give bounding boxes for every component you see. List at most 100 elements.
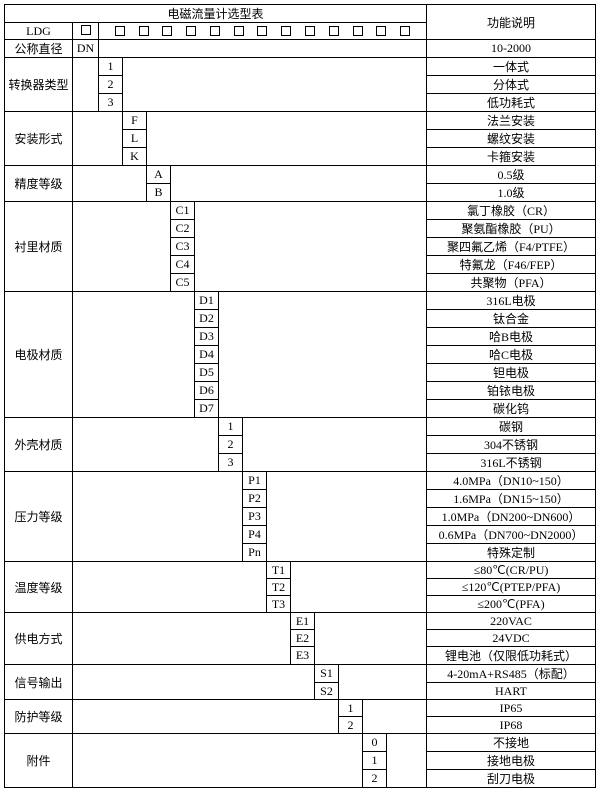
spacer: [123, 58, 427, 112]
code-cell: P3: [243, 508, 267, 526]
code-cell: A: [147, 166, 171, 184]
spacer: [243, 418, 427, 472]
code-cell: C4: [171, 256, 195, 274]
row-label: 公称直径: [5, 40, 73, 58]
desc-cell: 聚四氟乙烯（F4/PTFE）: [427, 238, 596, 256]
code-cell: E1: [291, 613, 315, 630]
desc-cell: 1.6MPa（DN15~150）: [427, 490, 596, 508]
desc-cell: 卡箍安装: [427, 148, 596, 166]
desc-cell: 刮刀电极: [427, 770, 596, 788]
spacer: [219, 292, 427, 418]
desc-cell: 316L电极: [427, 292, 596, 310]
spacer: [387, 734, 427, 788]
model-code: LDG: [5, 23, 73, 40]
code-cell: S1: [315, 665, 339, 683]
desc-cell: IP65: [427, 700, 596, 717]
code-cell: T2: [267, 579, 291, 596]
desc-cell: 锂电池（仅限低功耗式）: [427, 647, 596, 665]
code-cell: E2: [291, 630, 315, 647]
code-cell: 2: [363, 770, 387, 788]
row-label: 安装形式: [5, 112, 73, 166]
code-cell: D7: [195, 400, 219, 418]
code-cell: 1: [99, 58, 123, 76]
code-cell: F: [123, 112, 147, 130]
code-cell: B: [147, 184, 171, 202]
code-cell: 3: [99, 94, 123, 112]
row-label: 信号输出: [5, 665, 73, 700]
desc-cell: 304不锈钢: [427, 436, 596, 454]
spacer: [195, 202, 427, 292]
code-cell: P1: [243, 472, 267, 490]
code-cell: E3: [291, 647, 315, 665]
code-cell: DN: [73, 40, 99, 58]
spacer: [267, 472, 427, 562]
desc-cell: 10-2000: [427, 40, 596, 58]
func-header: 功能说明: [427, 5, 596, 40]
desc-cell: 低功耗式: [427, 94, 596, 112]
desc-cell: 0.5级: [427, 166, 596, 184]
code-cell: D2: [195, 310, 219, 328]
code-cell: T3: [267, 596, 291, 613]
spacer: [147, 112, 427, 166]
header-boxes: [99, 23, 427, 40]
code-cell: D1: [195, 292, 219, 310]
row-label: 防护等级: [5, 700, 73, 734]
desc-cell: 氯丁橡胶（CR）: [427, 202, 596, 220]
table-title: 电磁流量计选型表: [5, 5, 427, 23]
code-cell: L: [123, 130, 147, 148]
code-cell: 1: [339, 700, 363, 717]
desc-cell: 一体式: [427, 58, 596, 76]
row-label: 精度等级: [5, 166, 73, 202]
desc-cell: 聚氨酯橡胶（PU）: [427, 220, 596, 238]
code-cell: P2: [243, 490, 267, 508]
code-cell: Pn: [243, 544, 267, 562]
spacer: [73, 562, 267, 613]
desc-cell: 0.6MPa（DN700~DN2000）: [427, 526, 596, 544]
spacer: [73, 202, 171, 292]
code-cell: K: [123, 148, 147, 166]
desc-cell: 哈B电极: [427, 328, 596, 346]
code-cell: 2: [339, 717, 363, 734]
spacer: [73, 292, 195, 418]
desc-cell: 24VDC: [427, 630, 596, 647]
spacer: [73, 166, 147, 202]
desc-cell: ≤80℃(CR/PU): [427, 562, 596, 579]
code-cell: 1: [219, 418, 243, 436]
desc-cell: 4.0MPa（DN10~150）: [427, 472, 596, 490]
desc-cell: 1.0MPa（DN200~DN600）: [427, 508, 596, 526]
spacer: [363, 700, 427, 734]
code-cell: P4: [243, 526, 267, 544]
desc-cell: ≤120℃(PTEP/PFA): [427, 579, 596, 596]
desc-cell: 316L不锈钢: [427, 454, 596, 472]
desc-cell: ≤200℃(PFA): [427, 596, 596, 613]
code-cell: D6: [195, 382, 219, 400]
spacer: [315, 613, 427, 665]
desc-cell: 接地电极: [427, 752, 596, 770]
code-cell: C2: [171, 220, 195, 238]
spacer: [99, 40, 427, 58]
selection-table: 电磁流量计选型表 功能说明 LDG 公称直径 DN 10-2000 转换器类型 …: [4, 4, 596, 788]
row-label: 供电方式: [5, 613, 73, 665]
code-cell: C3: [171, 238, 195, 256]
desc-cell: 特氟龙（F46/FEP）: [427, 256, 596, 274]
code-cell: 1: [363, 752, 387, 770]
desc-cell: 碳钢: [427, 418, 596, 436]
desc-cell: 共聚物（PFA）: [427, 274, 596, 292]
desc-cell: IP68: [427, 717, 596, 734]
code-cell: T1: [267, 562, 291, 579]
code-cell: C1: [171, 202, 195, 220]
code-cell: 2: [99, 76, 123, 94]
row-label: 温度等级: [5, 562, 73, 613]
desc-cell: HART: [427, 683, 596, 700]
desc-cell: 220VAC: [427, 613, 596, 630]
code-cell: S2: [315, 683, 339, 700]
desc-cell: 分体式: [427, 76, 596, 94]
row-label: 衬里材质: [5, 202, 73, 292]
spacer: [73, 700, 339, 734]
desc-cell: 碳化钨: [427, 400, 596, 418]
code-cell: D5: [195, 364, 219, 382]
code-cell: 2: [219, 436, 243, 454]
desc-cell: 铂铱电极: [427, 382, 596, 400]
desc-cell: 4-20mA+RS485（标配）: [427, 665, 596, 683]
spacer: [73, 613, 291, 665]
